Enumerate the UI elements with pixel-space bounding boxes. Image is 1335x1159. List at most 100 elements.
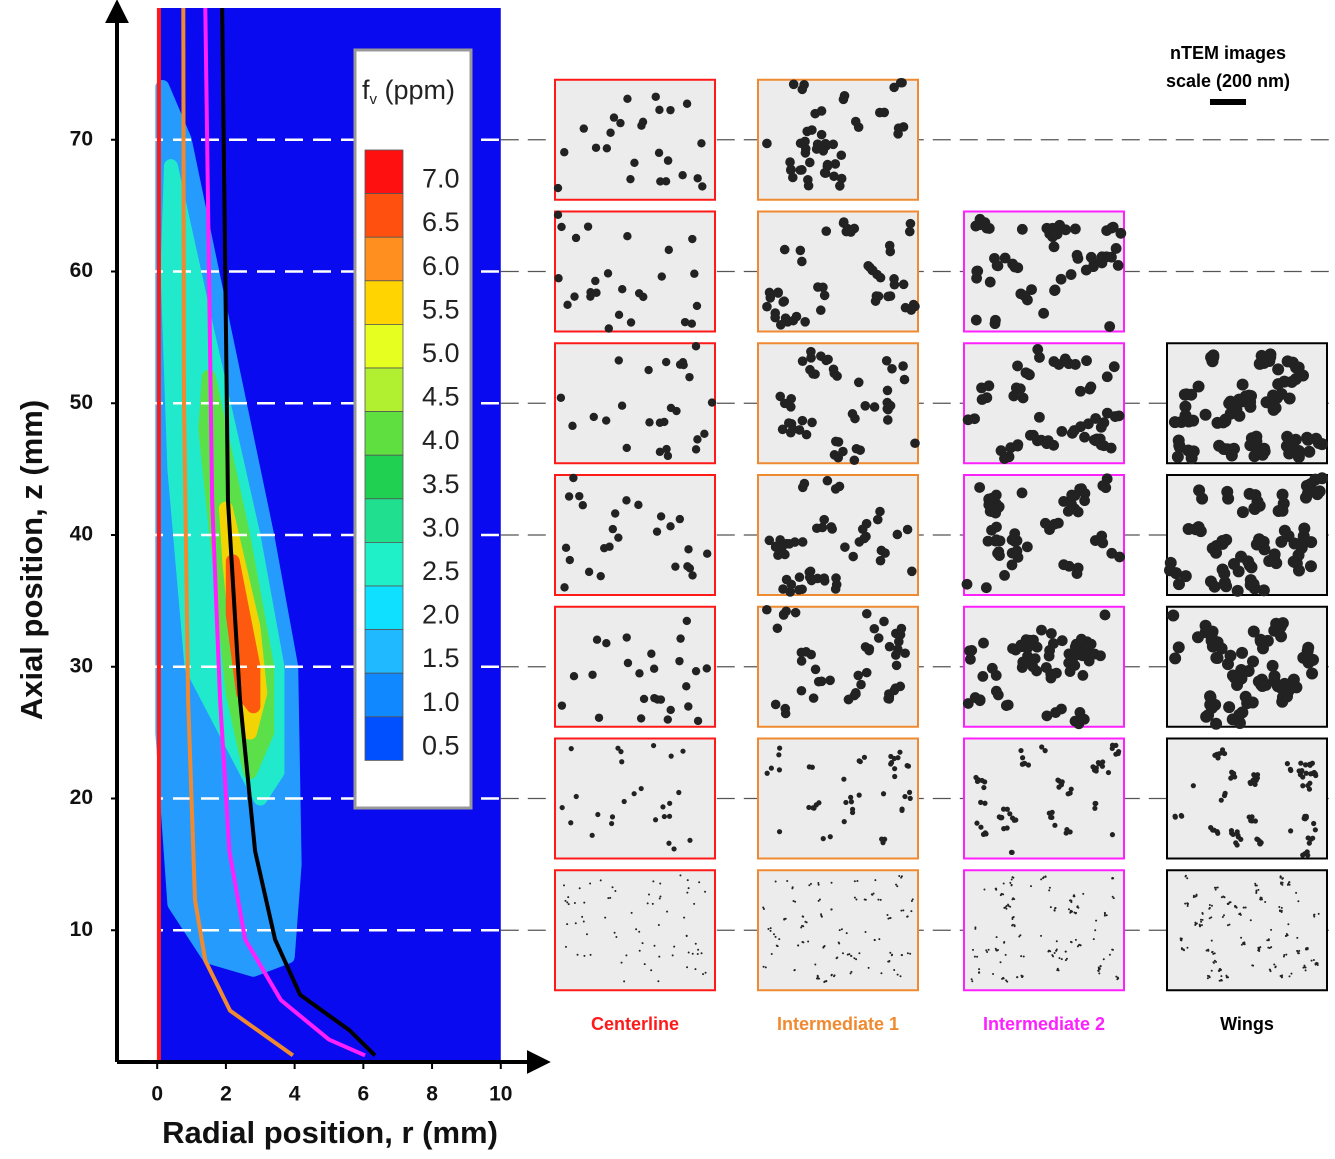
tem-particle (1044, 875, 1047, 878)
tem-particle (780, 549, 790, 560)
colorbar-label: 1.0 (422, 687, 460, 717)
tem-particle (1285, 933, 1288, 936)
tem-particle (820, 138, 831, 149)
tem-particle (961, 578, 973, 590)
tem-particle (1021, 975, 1024, 978)
tem-particle (1073, 911, 1076, 914)
tem-particle (1172, 813, 1178, 819)
tem-particle (671, 846, 677, 852)
tem-particle (1048, 241, 1060, 253)
tem-particle (1184, 902, 1187, 905)
tem-particle (1208, 904, 1211, 907)
tem-particle (971, 980, 974, 983)
tem-particle (867, 265, 878, 276)
tem-particle (815, 305, 826, 316)
tem-particle (1195, 893, 1198, 896)
tem-particle (762, 138, 772, 149)
tem-particle (984, 276, 996, 288)
tem-particle (605, 542, 614, 551)
tem-particle (1065, 957, 1068, 960)
tem-particle (684, 702, 693, 711)
colorbar-label: 4.0 (422, 425, 460, 455)
tem-particle (1251, 495, 1264, 508)
tem-particle (842, 223, 853, 234)
tem-particle (978, 968, 981, 971)
tem-particle (1105, 769, 1112, 776)
tem-particle (1220, 975, 1223, 978)
tem-particle (820, 836, 826, 842)
tem-particle (1004, 953, 1007, 956)
tem-particle (797, 415, 808, 426)
tem-particle (1011, 898, 1014, 901)
tem-particle (783, 917, 786, 920)
tem-particle (1009, 528, 1021, 539)
tem-particle (614, 533, 623, 542)
tem-particle (838, 929, 841, 932)
tem-particle (696, 953, 699, 956)
tem-particle (1234, 905, 1237, 908)
tem-particle (1250, 430, 1263, 443)
tem-particle (685, 564, 695, 573)
tem-particle (1050, 667, 1062, 679)
colorbar-label: 2.0 (422, 600, 460, 630)
tem-particle (816, 351, 826, 361)
tem-particle (655, 418, 665, 427)
tem-particle (602, 144, 612, 153)
tem-particle (1288, 881, 1291, 884)
tem-particle (971, 265, 983, 277)
tem-particle (807, 417, 817, 428)
tem-particle (1194, 895, 1197, 898)
tem-particle (983, 888, 986, 891)
tem-particle (1285, 934, 1288, 937)
tem-particle (790, 537, 800, 547)
tem-particle (801, 924, 804, 927)
tem-image (554, 869, 716, 992)
tem-particle (656, 695, 666, 704)
tem-particle (1021, 541, 1033, 553)
tem-particle (666, 910, 669, 913)
tem-particle (810, 369, 820, 379)
tem-particle (776, 752, 782, 758)
tem-particle (1282, 955, 1285, 958)
tem-particle (1063, 648, 1075, 660)
tem-particle (800, 926, 803, 929)
tem-particle (1196, 492, 1209, 505)
tem-particle (861, 608, 872, 619)
tem-particle (1292, 564, 1305, 577)
colorbar-swatch (364, 585, 404, 630)
tem-particle (560, 148, 569, 157)
tem-particle (649, 664, 659, 673)
tem-particle (650, 742, 657, 749)
tem-particle (618, 285, 627, 294)
tem-particle (1006, 559, 1018, 571)
tem-particle (1230, 773, 1236, 780)
tem-particle (661, 357, 671, 367)
tem-particle (1287, 923, 1290, 926)
tem-particle (604, 324, 614, 333)
tem-particle (848, 794, 854, 800)
tem-particle (971, 948, 974, 951)
tem-particle (911, 898, 914, 901)
tem-particle (907, 566, 917, 577)
colorbar-swatch (364, 367, 404, 412)
tem-particle (651, 902, 654, 905)
tem-particle (1199, 918, 1202, 921)
trajectory-line (203, 7, 366, 1058)
tem-particle (691, 445, 701, 454)
tem-particle (827, 524, 838, 534)
tem-particle (697, 139, 706, 148)
tem-particle (1098, 972, 1101, 975)
tem-particle (1097, 480, 1109, 492)
tem-particle (856, 679, 866, 690)
tem-particle (1204, 691, 1217, 704)
tem-particle (892, 773, 898, 780)
y-axis-title: Axial position, z (mm) (14, 400, 49, 720)
tem-particle (623, 980, 626, 983)
tem-particle (1217, 416, 1230, 429)
tem-particle (764, 287, 775, 298)
tem-particle (653, 944, 656, 947)
tem-particle (1112, 260, 1124, 271)
tem-particle (817, 977, 820, 980)
tem-particle (777, 424, 788, 435)
tem-particle (1048, 439, 1060, 451)
